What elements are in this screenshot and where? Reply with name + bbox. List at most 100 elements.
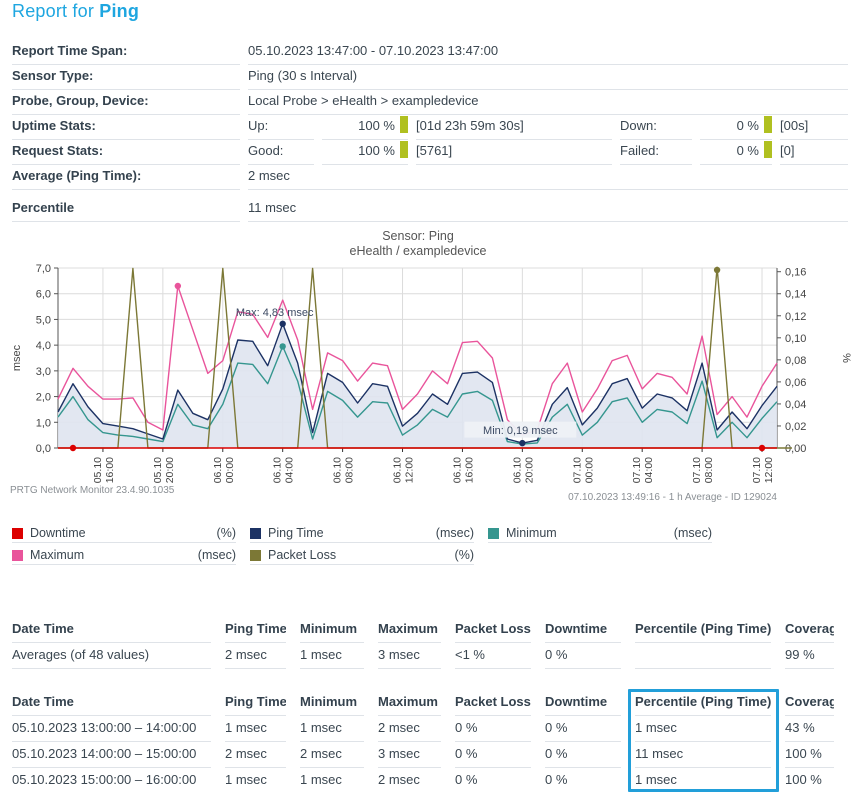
series-marker-minimum xyxy=(279,343,286,350)
request-good-count: [5761] xyxy=(416,140,612,165)
column-header: Maximum xyxy=(378,617,455,643)
request-good-value: 100 % xyxy=(322,140,408,165)
table-cell: 43 % xyxy=(785,716,848,742)
table-cell: 2 msec xyxy=(378,716,455,742)
table-header-row: Date Time Ping Time Minimum Maximum Packet L… xyxy=(12,617,848,643)
table-cell: 05.10.2023 13:00:00 – 14:00:00 xyxy=(12,716,225,742)
svg-text:6,0: 6,0 xyxy=(36,289,51,301)
column-header: Ping Time xyxy=(225,617,300,643)
svg-text:0,08: 0,08 xyxy=(785,355,806,367)
chart-subtitle: eHealth / exampledevice xyxy=(349,244,487,258)
table-cell: 0 % xyxy=(455,716,545,742)
y-left-axis-label: msec xyxy=(11,344,23,371)
green-bar-icon xyxy=(764,141,772,158)
column-header: Date Time xyxy=(12,617,225,643)
request-failed-count: [0] xyxy=(780,140,848,165)
svg-text:06.10: 06.10 xyxy=(212,457,224,483)
table-cell: 1 msec xyxy=(300,716,378,742)
table-cell: 100 % xyxy=(785,768,848,793)
series-marker-maximum xyxy=(174,282,182,290)
request-failed-value: 0 % xyxy=(700,140,772,165)
legend-swatch-icon xyxy=(250,527,261,539)
svg-text:08:00: 08:00 xyxy=(703,457,715,483)
table-cell: 1 msec xyxy=(635,768,785,793)
uptime-down-value: 0 % xyxy=(700,115,772,140)
table-cell: 2 msec xyxy=(225,742,300,768)
legend-item: Ping Time (msec) xyxy=(250,524,474,543)
request-good-label: Good: xyxy=(248,140,314,165)
svg-text:06.10: 06.10 xyxy=(392,457,404,483)
svg-text:20:00: 20:00 xyxy=(164,457,176,483)
info-table: Report Time Span: 05.10.2023 13:47:00 - … xyxy=(12,40,848,222)
column-header: Coverage xyxy=(785,617,848,643)
svg-text:0,00: 0,00 xyxy=(785,443,806,455)
svg-text:0,16: 0,16 xyxy=(785,267,806,279)
uptime-down-label: Down: xyxy=(620,115,692,140)
info-row-average: Average (Ping Time): 2 msec xyxy=(12,165,848,190)
column-header: Minimum xyxy=(300,690,378,716)
svg-text:16:00: 16:00 xyxy=(104,457,116,483)
svg-text:0,0: 0,0 xyxy=(36,443,51,455)
table-cell: 3 msec xyxy=(378,742,455,768)
chart-annotation: Max: 4,83 msec xyxy=(236,307,314,319)
report-title-sensor: Ping xyxy=(99,1,140,21)
svg-text:04:00: 04:00 xyxy=(284,457,296,483)
table-cell: 05.10.2023 14:00:00 – 15:00:00 xyxy=(12,742,225,768)
svg-text:07.10: 07.10 xyxy=(631,457,643,483)
column-header: Percentile (Ping Time) xyxy=(635,690,785,716)
svg-text:00:00: 00:00 xyxy=(583,457,595,483)
legend-series-name: Minimum xyxy=(506,526,557,540)
svg-text:0,02: 0,02 xyxy=(785,421,806,433)
uptime-up-label: Up: xyxy=(248,115,314,140)
info-value: Ping (30 s Interval) xyxy=(248,65,848,90)
svg-text:07.10: 07.10 xyxy=(751,457,763,483)
summary-table: Date Time Ping Time Minimum Maximum Packet L… xyxy=(12,617,848,669)
table-header-row: Date Time Ping Time Minimum Maximum Packet L… xyxy=(12,690,848,716)
legend-series-name: Packet Loss xyxy=(268,548,337,562)
column-header: Packet Loss xyxy=(455,690,545,716)
legend-item: Maximum (msec) xyxy=(12,546,236,565)
info-label: Sensor Type: xyxy=(12,65,240,90)
chart-footer-right: 07.10.2023 13:49:16 - 1 h Average - ID 1… xyxy=(568,492,777,503)
table-cell: 1 msec xyxy=(225,716,300,742)
svg-text:1,0: 1,0 xyxy=(36,417,51,429)
chart-footer-left: PRTG Network Monitor 23.4.90.1035 xyxy=(10,485,175,496)
legend-series-unit: (msec) xyxy=(435,526,474,540)
svg-text:07.10: 07.10 xyxy=(691,457,703,483)
report-title: Report for Ping xyxy=(12,1,139,22)
table-row: Averages (of 48 values) 2 msec 1 msec 3 mse… xyxy=(12,643,848,669)
table-cell: 3 msec xyxy=(378,643,455,669)
svg-text:06.10: 06.10 xyxy=(272,457,284,483)
svg-text:0,14: 0,14 xyxy=(785,289,806,301)
report-title-prefix: Report for xyxy=(12,1,100,21)
column-header: Percentile (Ping Time) xyxy=(635,617,785,643)
svg-text:2,0: 2,0 xyxy=(36,392,51,404)
uptime-up-duration: [01d 23h 59m 30s] xyxy=(416,115,612,140)
svg-text:06.10: 06.10 xyxy=(332,457,344,483)
legend-swatch-icon xyxy=(12,527,23,539)
request-failed-label: Failed: xyxy=(620,140,692,165)
table-cell: 2 msec xyxy=(378,768,455,793)
table-row: 05.10.2023 14:00:00 – 15:00:00 2 msec 2 ms… xyxy=(12,742,848,768)
legend-series-name: Maximum xyxy=(30,548,85,562)
svg-text:5,0: 5,0 xyxy=(36,314,51,326)
info-label: Percentile xyxy=(12,197,240,222)
green-bar-icon xyxy=(400,116,408,133)
series-marker-downtime xyxy=(758,444,766,452)
table-cell: 0 % xyxy=(545,768,635,793)
ping-chart: 0,0 1,0 2,0 3,0 4,0 5,0 6,0 7,0 0,00 0,02 0,04 0,06… xyxy=(0,256,859,506)
series-marker-ping-time xyxy=(519,439,526,447)
info-label: Report Time Span: xyxy=(12,40,240,65)
table-cell: 0 % xyxy=(455,742,545,768)
table-cell: 2 msec xyxy=(225,643,300,669)
green-bar-icon xyxy=(400,141,408,158)
table-cell: 1 msec xyxy=(225,768,300,793)
table-cell: Averages (of 48 values) xyxy=(12,643,225,669)
svg-text:04:00: 04:00 xyxy=(643,457,655,483)
legend-swatch-icon xyxy=(250,549,261,561)
svg-text:06.10: 06.10 xyxy=(451,457,463,483)
chart-svg: 0,0 1,0 2,0 3,0 4,0 5,0 6,0 7,0 0,00 0,02 0,04 0,06… xyxy=(10,263,852,503)
series-marker-downtime xyxy=(69,444,77,452)
series-area-ping-time xyxy=(58,323,777,448)
